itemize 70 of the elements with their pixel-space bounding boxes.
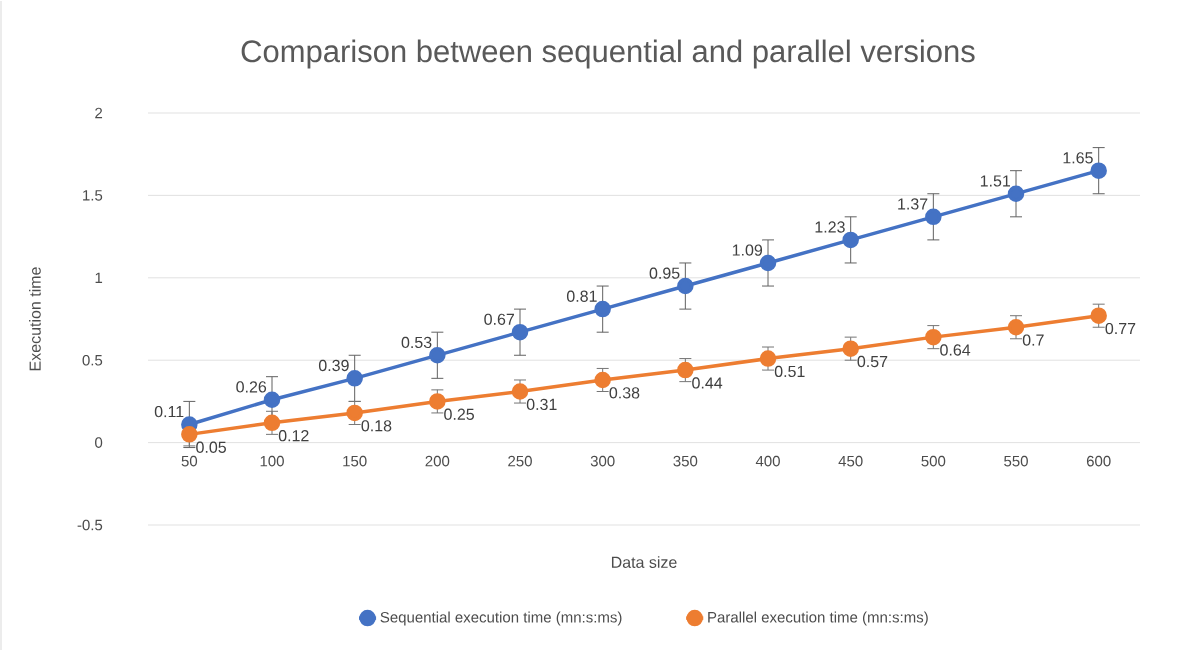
point bbox=[346, 404, 363, 422]
x-tick-label: 600 bbox=[1086, 455, 1111, 467]
y-tick-label: 2 bbox=[95, 107, 103, 119]
data-label: 0.67 bbox=[484, 313, 514, 325]
data-label: 0.39 bbox=[318, 359, 349, 372]
data-label: 0.18 bbox=[361, 420, 392, 432]
data-label: 0.53 bbox=[401, 336, 432, 349]
point bbox=[594, 300, 611, 318]
data-label: 0.25 bbox=[444, 408, 474, 420]
x-tick-label: 250 bbox=[508, 455, 532, 467]
point bbox=[1090, 307, 1107, 324]
data-label: 0.38 bbox=[609, 387, 640, 399]
data-label: 0.7 bbox=[1022, 334, 1044, 346]
point bbox=[925, 208, 942, 226]
data-label: 0.05 bbox=[196, 441, 226, 453]
point bbox=[677, 361, 694, 379]
data-label: 1.37 bbox=[898, 198, 928, 210]
x-tick-label: 100 bbox=[260, 455, 284, 467]
x-tick-label: 50 bbox=[181, 455, 198, 467]
x-tick-label: 150 bbox=[343, 455, 367, 467]
x-tick-label: 200 bbox=[425, 455, 450, 467]
data-label: 1.09 bbox=[732, 244, 763, 256]
data-label: 0.57 bbox=[857, 355, 888, 368]
point bbox=[1090, 162, 1107, 179]
point bbox=[511, 323, 529, 341]
point bbox=[677, 277, 694, 295]
y-tick-label: 1 bbox=[95, 272, 103, 283]
point bbox=[925, 328, 942, 346]
point bbox=[759, 350, 777, 367]
data-label: 1.23 bbox=[815, 221, 845, 233]
data-label: 0.12 bbox=[278, 430, 309, 442]
data-label: 1.65 bbox=[1063, 152, 1093, 164]
x-axis-title: Data size bbox=[611, 556, 677, 568]
data-label: 0.26 bbox=[236, 381, 267, 393]
point bbox=[263, 391, 281, 408]
point bbox=[429, 347, 446, 364]
data-label: 0.95 bbox=[649, 267, 680, 279]
x-tick-label: 550 bbox=[1004, 455, 1028, 467]
legend-label: Sequential execution time (mn:s:ms) bbox=[380, 611, 622, 626]
point bbox=[842, 231, 859, 249]
data-label: 1.51 bbox=[980, 175, 1011, 187]
point bbox=[759, 254, 777, 272]
point bbox=[346, 370, 363, 387]
data-label: 0.81 bbox=[566, 290, 597, 302]
point bbox=[511, 383, 529, 400]
point bbox=[1007, 318, 1025, 336]
y-tick-label: 0 bbox=[95, 437, 103, 448]
y-tick-label: 1.5 bbox=[83, 190, 103, 201]
data-label: 0.44 bbox=[692, 377, 723, 389]
x-tick-label: 350 bbox=[673, 455, 698, 467]
data-label: 0.77 bbox=[1105, 322, 1136, 335]
x-tick-label: 300 bbox=[590, 455, 615, 467]
data-label: 0.64 bbox=[940, 344, 971, 356]
point bbox=[842, 340, 859, 357]
chart-title: Comparison between sequential and parallel versions bbox=[241, 39, 975, 69]
data-label: 0.11 bbox=[154, 405, 184, 418]
data-label: 0.51 bbox=[774, 365, 805, 378]
point bbox=[1007, 185, 1025, 202]
point bbox=[263, 414, 281, 432]
y-axis-title: Execution time bbox=[29, 267, 41, 371]
x-tick-label: 450 bbox=[838, 455, 863, 467]
x-tick-label: 400 bbox=[755, 455, 780, 467]
point bbox=[181, 426, 198, 443]
y-tick-label: 0.5 bbox=[82, 354, 103, 366]
data-label: 0.31 bbox=[526, 398, 557, 411]
point bbox=[429, 393, 446, 410]
point bbox=[594, 371, 611, 389]
y-tick-label: -0.5 bbox=[77, 519, 103, 531]
legend-label: Parallel execution time (mn:s:ms) bbox=[708, 611, 928, 626]
x-tick-label: 500 bbox=[921, 455, 946, 467]
